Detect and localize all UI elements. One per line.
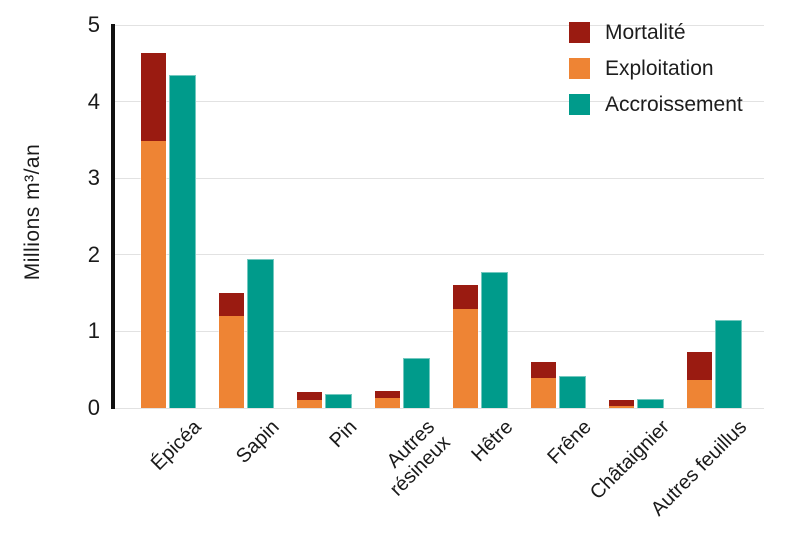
segment-chataignier-exploitation [609, 406, 634, 408]
gridline-1 [113, 330, 764, 332]
legend-swatch-exploitation [569, 58, 590, 79]
x-label-sapin: Sapin [231, 416, 284, 468]
y-axis-title: Millions m³/an [21, 143, 44, 281]
y-tick-4: 4 [87, 88, 100, 114]
bar-group-chataignier [597, 25, 675, 408]
segment-autres-feuillus-mortalite [687, 352, 712, 380]
y-tick-3: 3 [87, 165, 100, 191]
segment-autres-feuillus-exploitation [687, 379, 712, 408]
legend: Mortalité Exploitation Accroissement [569, 20, 743, 128]
bar-groups [129, 25, 753, 408]
bar-pin-accroissement [325, 394, 352, 408]
bar-group-sapin [207, 25, 285, 408]
bar-group-pin [285, 25, 363, 408]
bar-sapin-accroissement [247, 259, 274, 408]
legend-item-mortalite: Mortalité [569, 20, 743, 45]
segment-autres-resineux-mortalite [375, 391, 400, 399]
bar-group-autres-resineux [363, 25, 441, 408]
plot-area [111, 24, 764, 409]
bar-autres-feuillus-prelevement [686, 351, 713, 408]
segment-chataignier-mortalite [609, 400, 634, 406]
legend-swatch-mortalite [569, 22, 590, 43]
bar-epicea-accroissement [169, 75, 196, 408]
legend-item-accroissement: Accroissement [569, 92, 743, 117]
legend-label-mortalite: Mortalité [605, 20, 686, 44]
x-label-epicea: Épicéa [146, 416, 206, 475]
segment-hetre-exploitation [453, 309, 478, 408]
bar-chataignier-prelevement [608, 399, 635, 408]
y-tick-0: 0 [87, 395, 100, 420]
y-tick-2: 2 [87, 241, 100, 267]
bar-chataignier-accroissement [637, 399, 664, 408]
segment-autres-resineux-exploitation [375, 398, 400, 408]
segment-epicea-exploitation [141, 140, 166, 408]
segment-pin-exploitation [297, 400, 322, 408]
x-label-frene: Frêne [543, 416, 596, 469]
gridline-3 [113, 177, 764, 179]
gridline-5 [113, 24, 764, 26]
bar-group-epicea [129, 25, 207, 408]
bar-group-hetre [441, 25, 519, 408]
bar-hetre-prelevement [452, 284, 479, 408]
gridline-0 [113, 407, 764, 409]
segment-sapin-exploitation [219, 315, 244, 408]
gridline-2 [113, 254, 764, 256]
bar-autres-feuillus-accroissement [715, 320, 742, 408]
legend-label-accroissement: Accroissement [605, 92, 743, 116]
segment-sapin-mortalite [219, 293, 244, 316]
legend-item-exploitation: Exploitation [569, 56, 743, 81]
segment-epicea-mortalite [141, 53, 166, 141]
bar-pin-prelevement [296, 391, 323, 408]
segment-pin-mortalite [297, 392, 322, 400]
legend-label-exploitation: Exploitation [605, 56, 714, 80]
bar-hetre-accroissement [481, 272, 508, 408]
x-label-hetre: Hêtre [467, 416, 518, 467]
bar-autres-resineux-prelevement [374, 390, 401, 408]
bar-frene-prelevement [530, 361, 557, 408]
x-label-autres-resineux: Autres résineux [383, 416, 456, 501]
bar-epicea-prelevement [140, 52, 167, 408]
y-tick-1: 1 [87, 318, 100, 344]
segment-hetre-mortalite [453, 285, 478, 310]
bar-group-frene [519, 25, 597, 408]
segment-frene-mortalite [531, 362, 556, 379]
legend-swatch-accroissement [569, 94, 590, 115]
bar-frene-accroissement [559, 376, 586, 408]
y-axis-line [111, 24, 115, 409]
gridline-4 [113, 101, 764, 103]
bar-group-autres-feuillus [675, 25, 753, 408]
bar-sapin-prelevement [218, 292, 245, 408]
segment-frene-exploitation [531, 378, 556, 408]
y-tick-5: 5 [87, 12, 100, 37]
x-label-pin: Pin [325, 416, 362, 452]
bar-autres-resineux-accroissement [403, 358, 430, 408]
